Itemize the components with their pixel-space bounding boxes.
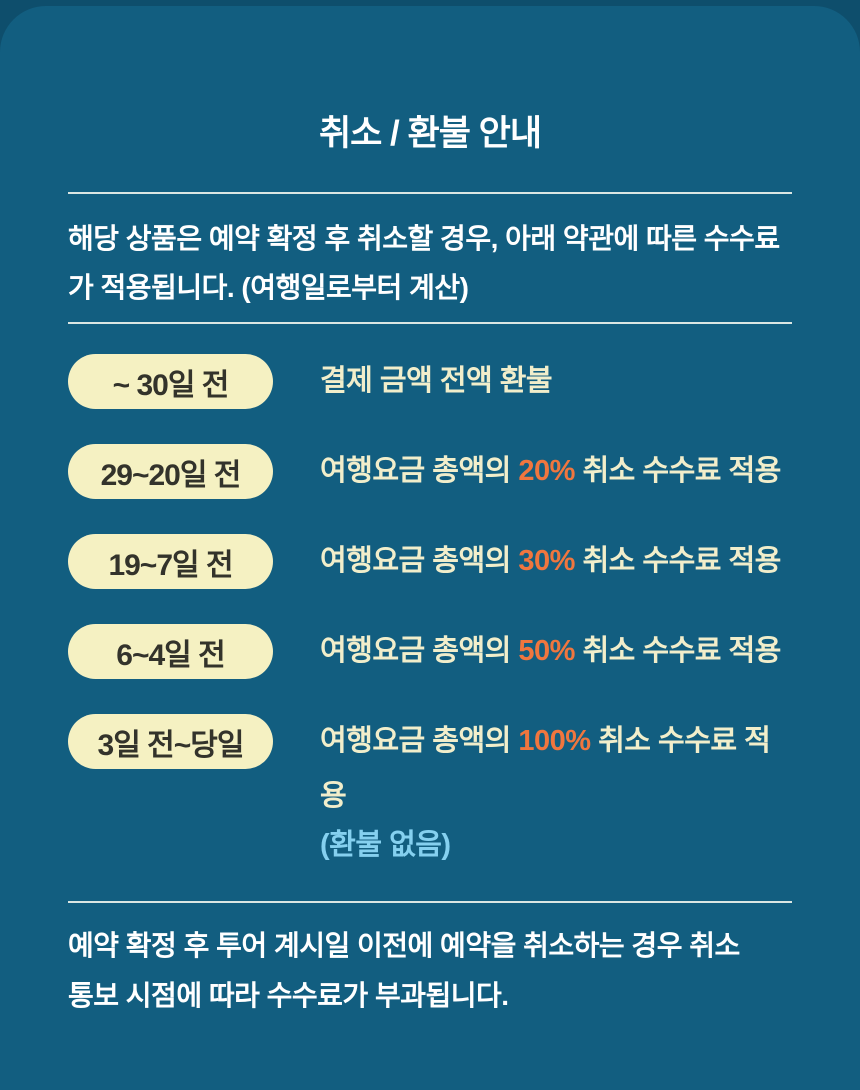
- row-description: 결제 금액 전액 환불: [320, 354, 553, 409]
- percent-highlight: 50%: [518, 635, 575, 667]
- row-description: 여행요금 총액의 30% 취소 수수료 적용: [320, 534, 781, 589]
- percent-highlight: 30%: [518, 545, 575, 577]
- description-text-after: 취소 수수료 적용: [574, 635, 781, 667]
- footer-line-1: 예약 확정 후 투어 계시일 이전에 예약을 취소하는 경우 취소: [68, 930, 740, 961]
- period-badge: 19~7일 전: [68, 534, 273, 589]
- period-badge: ~ 30일 전: [68, 354, 273, 409]
- description-text-after: 취소 수수료 적용: [574, 455, 781, 487]
- description-text: 결제 금액 전액 환불: [320, 365, 553, 397]
- divider-top: [68, 192, 792, 194]
- refund-row-29-20days: 29~20일 전 여행요금 총액의 20% 취소 수수료 적용: [68, 444, 792, 499]
- period-badge-label: 29~20일 전: [100, 458, 242, 492]
- description-text: 여행요금 총액의: [320, 635, 519, 667]
- refund-note: (환불 없음): [320, 829, 451, 861]
- description-text: 여행요금 총액의: [320, 725, 519, 757]
- period-badge: 6~4일 전: [68, 624, 273, 679]
- intro-line-1: 해당 상품은 예약 확정 후 취소할 경우, 아래 약관에 따른 수수료: [68, 223, 780, 254]
- row-description: 여행요금 총액의 100% 취소 수수료 적용 (환불 없음): [320, 714, 792, 866]
- refund-row-6-4days: 6~4일 전 여행요금 총액의 50% 취소 수수료 적용: [68, 624, 792, 679]
- row-description: 여행요금 총액의 20% 취소 수수료 적용: [320, 444, 781, 499]
- percent-highlight: 20%: [518, 455, 575, 487]
- period-badge: 29~20일 전: [68, 444, 273, 499]
- period-badge-label: 6~4일 전: [116, 638, 225, 672]
- footer-line-2: 통보 시점에 따라 수수료가 부과됩니다.: [68, 980, 509, 1011]
- row-description: 여행요금 총액의 50% 취소 수수료 적용: [320, 624, 781, 679]
- refund-row-30days: ~ 30일 전 결제 금액 전액 환불: [68, 354, 792, 409]
- percent-highlight: 100%: [518, 725, 591, 757]
- description-text: 여행요금 총액의: [320, 455, 519, 487]
- description-text: 여행요금 총액의: [320, 545, 519, 577]
- divider-bottom: [68, 901, 792, 903]
- period-badge-label: 19~7일 전: [108, 548, 233, 582]
- refund-info-card: 취소 / 환불 안내 해당 상품은 예약 확정 후 취소할 경우, 아래 약관에…: [0, 6, 860, 1090]
- refund-row-19-7days: 19~7일 전 여행요금 총액의 30% 취소 수수료 적용: [68, 534, 792, 589]
- divider-middle: [68, 322, 792, 324]
- period-badge-label: ~ 30일 전: [112, 368, 230, 402]
- description-text-after: 취소 수수료 적용: [320, 725, 771, 812]
- refund-policy-list: ~ 30일 전 결제 금액 전액 환불 29~20일 전 여행요금 총액의 20…: [68, 354, 792, 866]
- intro-line-2: 가 적용됩니다. (여행일로부터 계산): [68, 272, 469, 303]
- refund-row-3days-sameday: 3일 전~당일 여행요금 총액의 100% 취소 수수료 적용 (환불 없음): [68, 714, 792, 866]
- period-badge-label: 3일 전~당일: [97, 728, 245, 762]
- page-title: 취소 / 환불 안내: [318, 114, 542, 153]
- description-text-after: 취소 수수료 적용: [574, 545, 781, 577]
- period-badge: 3일 전~당일: [68, 714, 273, 769]
